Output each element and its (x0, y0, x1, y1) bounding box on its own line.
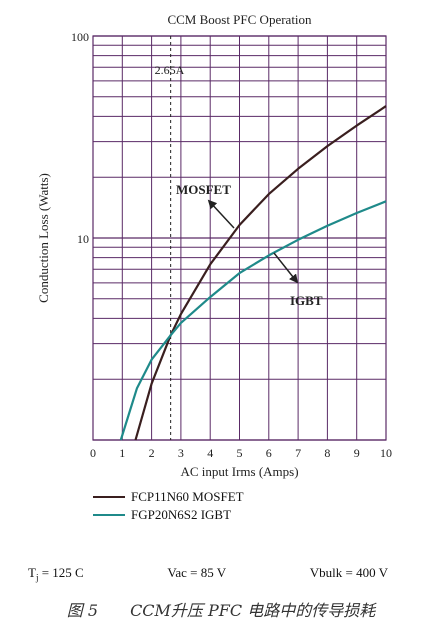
vac-condition: Vac = 85 V (167, 565, 227, 580)
tj-subscript: j (35, 572, 39, 583)
legend-swatch-igbt (93, 514, 125, 516)
series-line-igbt (119, 200, 387, 441)
y-axis-label: Conduction Loss (Watts) (36, 173, 51, 303)
x-tick-label: 8 (324, 446, 330, 460)
x-tick-label: 7 (295, 446, 301, 460)
x-tick-label: 9 (354, 446, 360, 460)
x-tick-label: 3 (178, 446, 184, 460)
x-tick-label: 6 (266, 446, 272, 460)
junction-temp: Tj = 125 C (28, 565, 84, 583)
annotation-arrow-mosfet (207, 199, 235, 229)
legend-label-mosfet: FCP11N60 MOSFET (131, 489, 244, 504)
series-line-mosfet (134, 105, 387, 441)
y-tick-label: 100 (71, 30, 89, 44)
marker-label: 2.65A (155, 63, 185, 77)
tj-value: = 125 C (38, 565, 84, 580)
vbulk-condition: Vbulk = 400 V (309, 565, 388, 580)
x-tick-label: 1 (119, 446, 125, 460)
x-tick-label: 4 (207, 446, 213, 460)
caption-figure-number: 图 5 (66, 601, 99, 620)
legend-item-mosfet: FCP11N60 MOSFET (93, 488, 244, 506)
x-axis-label: AC input Irms (Amps) (180, 464, 298, 479)
annotation-arrow-igbt (273, 252, 299, 284)
tj-symbol: T (28, 565, 36, 580)
legend-swatch-mosfet (93, 496, 125, 498)
test-conditions: Tj = 125 C Vac = 85 V Vbulk = 400 V (28, 565, 388, 583)
figure-caption: 图 5 CCM升压 PFC 电路中的传导损耗 (0, 597, 442, 621)
x-tick-label: 0 (90, 446, 96, 460)
legend: FCP11N60 MOSFET FGP20N6S2 IGBT (93, 488, 244, 524)
y-tick-label: 10 (77, 232, 89, 246)
plot-border (92, 35, 387, 441)
legend-label-igbt: FGP20N6S2 IGBT (131, 507, 232, 522)
chart-title: CCM Boost PFC Operation (167, 12, 312, 27)
caption-text: CCM升压 PFC 电路中的传导损耗 (130, 601, 376, 620)
x-tick-label: 2 (149, 446, 155, 460)
x-tick-label: 5 (237, 446, 243, 460)
annotation-mosfet: MOSFET (176, 182, 231, 197)
annotation-igbt: IGBT (290, 293, 323, 308)
x-tick-label: 10 (380, 446, 392, 460)
legend-item-igbt: FGP20N6S2 IGBT (93, 506, 244, 524)
